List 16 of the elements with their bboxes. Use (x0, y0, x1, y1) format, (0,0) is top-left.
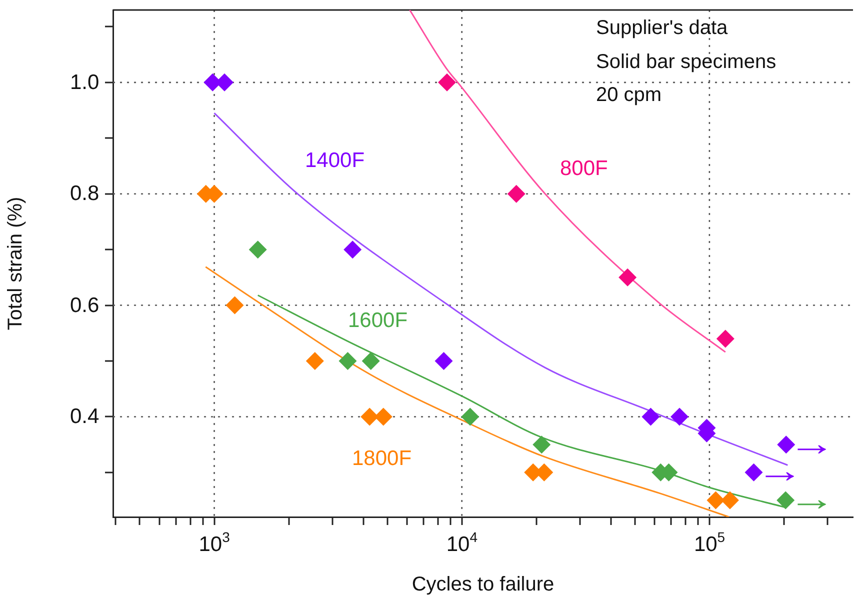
text: 1400F (305, 149, 365, 172)
y-tick-label: 0.6 (70, 294, 100, 317)
annotation: Supplier's data (596, 17, 728, 39)
y-tick-label: 1.0 (70, 70, 100, 94)
x-tick-label: 10$^{5}$ (694, 529, 726, 556)
x-tick-label: 10$^{4}$ (446, 529, 478, 556)
series-label: 800F (560, 157, 608, 180)
y-tick-label: 0.4 (70, 405, 100, 428)
annotation: 20 cpm (596, 84, 662, 106)
x-tick-label: 10$^{3}$ (198, 529, 230, 556)
series-label: 1800F (352, 447, 412, 470)
y-axis-title: Total strain (%) (4, 196, 27, 330)
y-tick-label: 0.8 (70, 182, 100, 206)
series-label: 1600F (348, 309, 408, 332)
x-axis-title: Cycles to failure (412, 574, 554, 596)
annotation: Solid bar specimens (596, 50, 776, 72)
